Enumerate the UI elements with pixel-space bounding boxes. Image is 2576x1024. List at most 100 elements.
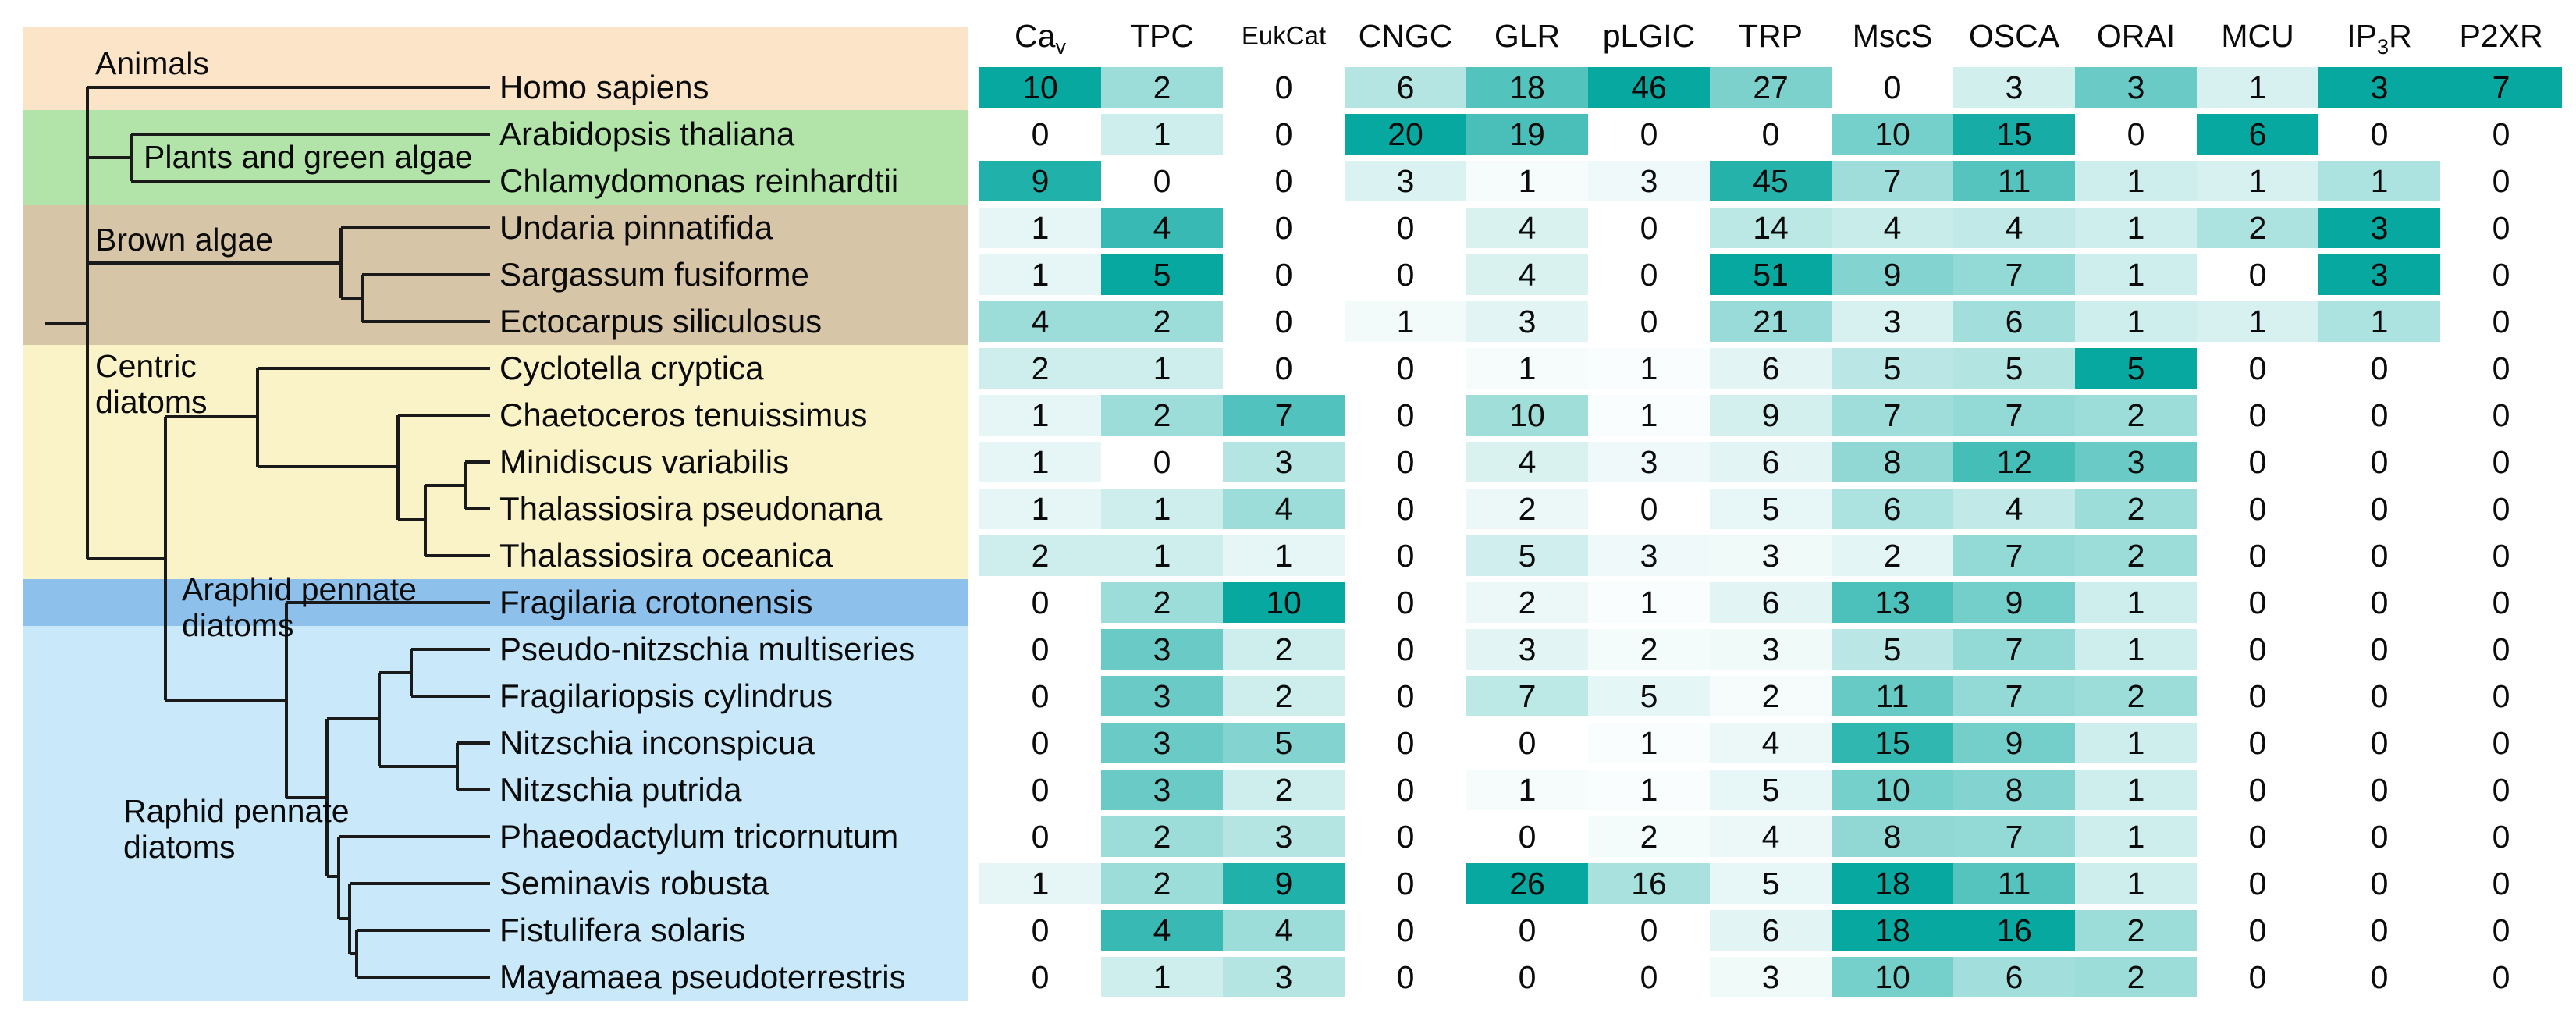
heatmap-cell-value: 4 bbox=[1031, 304, 1050, 340]
heatmap-cell bbox=[1466, 489, 1588, 529]
heatmap-cell-value: 0 bbox=[2370, 585, 2389, 620]
heatmap-cell-value: 1 bbox=[1031, 866, 1050, 901]
heatmap-cell-value: 2 bbox=[2127, 678, 2145, 714]
heatmap-cell-value: 2 bbox=[1274, 631, 1293, 667]
heatmap-cell bbox=[2318, 301, 2440, 342]
heatmap-cell bbox=[1953, 582, 2075, 623]
heatmap-cell bbox=[1710, 957, 1832, 997]
heatmap-cell bbox=[1588, 535, 1710, 576]
heatmap-cell-value: 9 bbox=[1883, 257, 1902, 293]
heatmap-cell-value: 0 bbox=[1031, 912, 1050, 948]
heatmap-cell-value: 2 bbox=[1153, 866, 1171, 901]
heatmap-cell-value: 0 bbox=[1396, 491, 1415, 527]
heatmap-cell-value: 9 bbox=[1031, 163, 1050, 199]
heatmap-cell-value: 1 bbox=[2248, 304, 2267, 340]
heatmap-cell bbox=[979, 863, 1101, 904]
heatmap-cell bbox=[2075, 395, 2197, 436]
heatmap-cell bbox=[979, 395, 1101, 436]
heatmap-cell-value: 10 bbox=[1266, 585, 1302, 620]
heatmap-cell-value: 0 bbox=[1274, 69, 1293, 105]
heatmap-cell bbox=[1223, 582, 1345, 623]
heatmap-cell bbox=[2318, 208, 2440, 248]
heatmap-cell-value: 0 bbox=[2248, 631, 2267, 667]
heatmap-cell-value: 1 bbox=[1153, 959, 1171, 995]
heatmap-cell-value: 4 bbox=[2005, 210, 2023, 246]
heatmap-cell bbox=[1588, 395, 1710, 436]
heatmap-cell bbox=[2075, 629, 2197, 670]
heatmap-cell bbox=[1223, 910, 1345, 951]
heatmap-cell bbox=[1466, 582, 1588, 623]
heatmap-cell-value: 4 bbox=[1883, 210, 1902, 246]
heatmap-cell-value: 7 bbox=[1274, 397, 1293, 433]
heatmap-cell-value: 1 bbox=[2248, 69, 2267, 105]
heatmap-cell-value: 0 bbox=[2370, 350, 2389, 386]
heatmap-cell-value: 1 bbox=[2127, 210, 2145, 246]
heatmap-cell bbox=[1710, 442, 1832, 482]
heatmap-cell-value: 3 bbox=[1518, 631, 1537, 667]
heatmap-cell bbox=[1710, 301, 1832, 342]
heatmap-cell-value: 0 bbox=[1640, 959, 1658, 995]
heatmap-cell-value: 8 bbox=[1883, 444, 1902, 480]
heatmap-cell-value: 2 bbox=[1761, 678, 1780, 714]
heatmap-cell-value: 10 bbox=[1874, 116, 1910, 152]
heatmap-cell bbox=[2318, 161, 2440, 201]
heatmap-cell bbox=[1466, 863, 1588, 904]
heatmap-cell-value: 10 bbox=[1874, 959, 1910, 995]
heatmap-cell-value: 0 bbox=[2248, 678, 2267, 714]
heatmap-cell-value: 0 bbox=[2248, 538, 2267, 574]
heatmap-cell-value: 6 bbox=[2005, 304, 2023, 340]
heatmap-cell-value: 21 bbox=[1753, 304, 1789, 340]
heatmap-cell-value: 0 bbox=[2370, 866, 2389, 901]
heatmap-cell-value: 0 bbox=[1031, 725, 1050, 761]
heatmap-cell bbox=[1710, 348, 1832, 389]
heatmap-cell-value: 1 bbox=[1031, 397, 1050, 433]
clade-label: Plants and green algae bbox=[144, 139, 473, 175]
heatmap-cell-value: 5 bbox=[1274, 725, 1293, 761]
species-label: Nitzschia inconspicua bbox=[499, 724, 815, 761]
heatmap-cell-value: 0 bbox=[2248, 397, 2267, 433]
heatmap-cell-value: 1 bbox=[1518, 163, 1537, 199]
heatmap-cell-value: 1 bbox=[1518, 772, 1537, 808]
heatmap-cell bbox=[2075, 535, 2197, 576]
heatmap-cell-value: 5 bbox=[1883, 350, 1902, 386]
heatmap-cell bbox=[1466, 254, 1588, 295]
heatmap-cell-value: 0 bbox=[2370, 959, 2389, 995]
heatmap-cell-value: 0 bbox=[2370, 725, 2389, 761]
heatmap-cell bbox=[979, 67, 1101, 108]
heatmap-cell-value: 1 bbox=[1396, 304, 1415, 340]
heatmap-cell bbox=[2197, 67, 2318, 108]
heatmap-cell bbox=[1223, 535, 1345, 576]
heatmap-cell bbox=[1466, 395, 1588, 436]
heatmap-cell-value: 0 bbox=[1518, 819, 1537, 855]
heatmap-cell-value: 2 bbox=[1883, 538, 1902, 574]
column-header: IP3R bbox=[2347, 18, 2412, 59]
heatmap-cell bbox=[1953, 348, 2075, 389]
heatmap-cell bbox=[1710, 723, 1832, 763]
heatmap-cell-value: 2 bbox=[1274, 772, 1293, 808]
heatmap-cell bbox=[1953, 395, 2075, 436]
heatmap-cell-value: 0 bbox=[2248, 491, 2267, 527]
heatmap-cell-value: 0 bbox=[1396, 819, 1415, 855]
heatmap-cell-value: 0 bbox=[1396, 210, 1415, 246]
heatmap-cell-value: 0 bbox=[1031, 585, 1050, 620]
heatmap-cell-value: 0 bbox=[2492, 585, 2510, 620]
heatmap-cell-value: 0 bbox=[2492, 350, 2510, 386]
heatmap-cell-value: 9 bbox=[2005, 585, 2023, 620]
heatmap-cell bbox=[1466, 676, 1588, 716]
heatmap-cell bbox=[1101, 957, 1223, 997]
heatmap-cell-value: 3 bbox=[1883, 304, 1902, 340]
heatmap-cell bbox=[1223, 863, 1345, 904]
heatmap-cell bbox=[1953, 957, 2075, 997]
heatmap-cell-value: 0 bbox=[2370, 912, 2389, 948]
clade-band bbox=[23, 626, 968, 1001]
heatmap-cell bbox=[1101, 723, 1223, 763]
heatmap-cell-value: 0 bbox=[1396, 725, 1415, 761]
heatmap-cell-value: 7 bbox=[2492, 69, 2510, 105]
heatmap-cell-value: 0 bbox=[2492, 912, 2510, 948]
heatmap-cell-value: 3 bbox=[1274, 444, 1293, 480]
heatmap-cell-value: 0 bbox=[1640, 257, 1658, 293]
heatmap-cell-value: 1 bbox=[2127, 819, 2145, 855]
heatmap-cell-value: 0 bbox=[1396, 585, 1415, 620]
